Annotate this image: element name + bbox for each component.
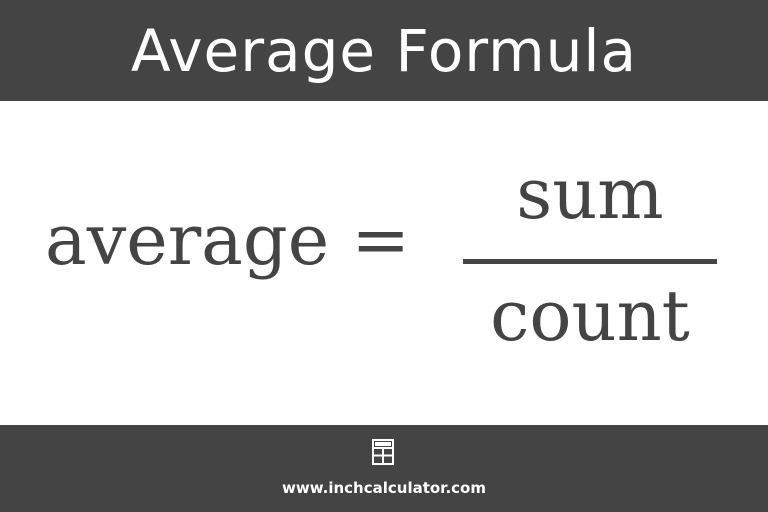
formula-lhs: average = [45,199,411,281]
header-bar: Average Formula [0,0,768,101]
fraction-bar [463,259,717,264]
formula-numerator: sum [516,153,664,235]
page-title: Average Formula [130,16,638,85]
footer-bar: www.inchcalculator.com [0,425,768,512]
formula: average = sum count [0,101,768,425]
website-link[interactable]: www.inchcalculator.com [282,479,486,497]
calculator-icon[interactable] [372,439,394,465]
formula-denominator: count [490,275,690,357]
